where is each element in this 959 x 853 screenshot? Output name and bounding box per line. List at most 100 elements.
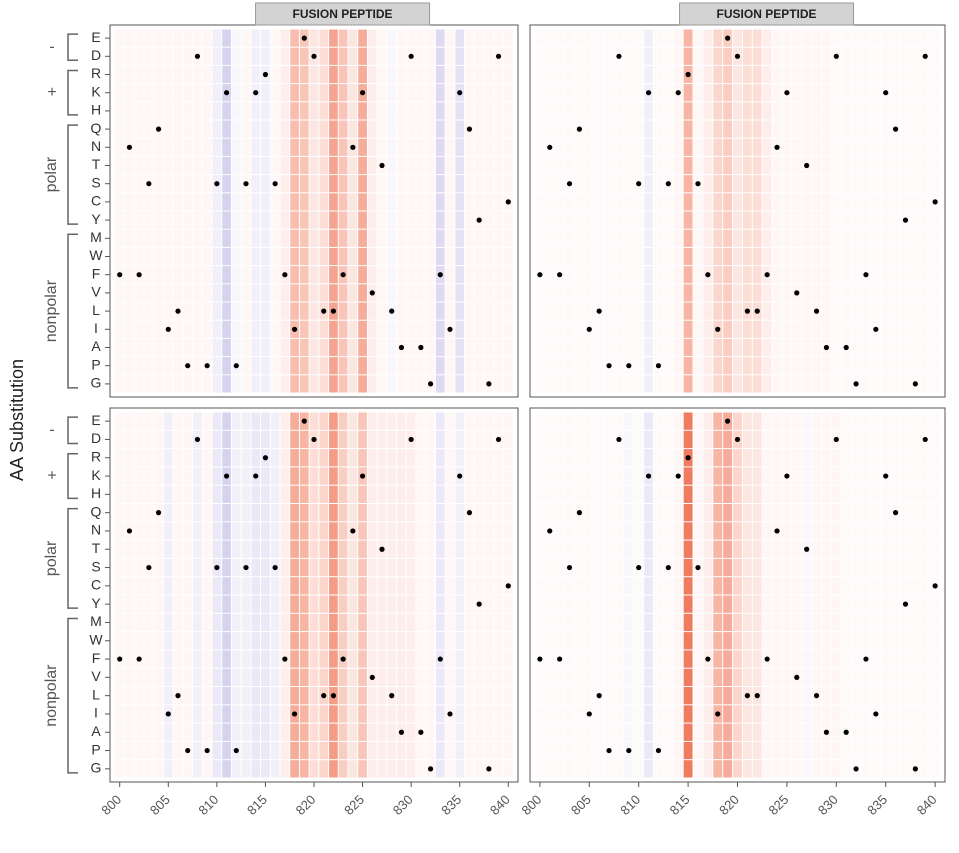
heat-cell <box>673 175 683 193</box>
heat-cell <box>713 449 723 467</box>
heat-cell <box>545 193 554 210</box>
heat-cell <box>832 339 841 356</box>
heat-cell <box>173 485 183 503</box>
heat-cell <box>503 120 513 138</box>
heat-cell <box>348 338 358 357</box>
heat-cell <box>358 632 367 650</box>
heat-cell <box>911 321 920 338</box>
heat-cell <box>891 596 900 613</box>
heat-cell <box>222 211 231 229</box>
heat-cell <box>163 760 173 778</box>
heat-cell <box>193 338 202 357</box>
heat-cell <box>212 741 222 760</box>
heat-cell <box>762 65 772 84</box>
heat-cell <box>183 687 193 705</box>
heat-cell <box>901 248 910 265</box>
heat-cell <box>329 760 338 778</box>
wildtype-dot <box>606 747 612 754</box>
heat-cell <box>183 522 193 540</box>
heat-cell <box>862 742 871 759</box>
heat-cell <box>792 723 802 741</box>
heat-cell <box>319 138 329 156</box>
heat-cell <box>654 724 663 741</box>
heat-cell <box>762 29 772 47</box>
heat-cell <box>624 230 633 247</box>
heat-cell <box>503 595 513 613</box>
heat-cell <box>270 29 280 47</box>
heat-cell <box>290 338 299 357</box>
heat-cell <box>367 84 377 102</box>
heat-cell <box>358 120 367 138</box>
heat-cell <box>565 650 574 667</box>
heat-cell <box>445 175 455 193</box>
heat-cell <box>241 247 251 266</box>
wildtype-dot <box>695 181 701 187</box>
heat-cell <box>871 687 880 704</box>
heat-cell <box>871 212 880 229</box>
heat-cell <box>222 120 231 138</box>
heat-cell <box>881 102 890 119</box>
heat-cell <box>309 302 319 320</box>
heat-cell <box>134 705 144 723</box>
heat-cell <box>673 229 683 247</box>
heat-cell <box>831 687 841 705</box>
heat-cell <box>742 284 752 302</box>
heat-cell <box>634 742 643 759</box>
heat-cell <box>290 375 299 393</box>
heat-cell <box>555 486 564 503</box>
heat-cell <box>871 486 880 503</box>
heat-cell <box>280 84 290 102</box>
heat-cell <box>852 84 861 101</box>
heat-cell <box>329 668 338 686</box>
heat-cell <box>222 284 231 302</box>
heat-cell <box>134 65 144 84</box>
heat-cell <box>605 139 614 156</box>
heat-cell <box>654 321 663 338</box>
heat-cell <box>251 120 261 138</box>
heat-cell <box>713 357 723 375</box>
heat-cell <box>406 595 416 613</box>
heat-cell <box>624 595 634 613</box>
heat-cell <box>723 632 733 650</box>
heat-cell <box>792 705 802 723</box>
heat-cell <box>723 687 733 705</box>
heat-cell <box>862 321 871 338</box>
heat-cell <box>624 30 633 47</box>
heat-cell <box>154 102 163 120</box>
heat-cell <box>605 669 614 686</box>
heat-cell <box>812 193 821 211</box>
heat-cell <box>634 650 643 667</box>
heat-cell <box>742 449 752 467</box>
heat-cell <box>163 302 173 320</box>
heat-cell <box>624 668 634 686</box>
heat-cell <box>931 559 940 576</box>
heat-cell <box>426 120 435 138</box>
wildtype-dot <box>537 656 543 662</box>
heat-cell <box>565 357 574 374</box>
heat-cell <box>231 760 241 778</box>
heat-cell <box>115 138 125 156</box>
heat-cell <box>703 357 713 375</box>
heat-cell <box>871 669 880 686</box>
heat-cell <box>733 522 742 540</box>
heat-cell <box>134 504 144 522</box>
heat-cell <box>494 723 503 741</box>
heat-cell <box>723 156 733 175</box>
heat-cell <box>134 540 144 558</box>
heat-cell <box>782 156 792 175</box>
heat-cell <box>358 302 367 320</box>
heat-cell <box>654 559 663 576</box>
heat-cell <box>703 760 713 778</box>
heat-cell <box>377 412 387 430</box>
heat-cell <box>222 47 231 65</box>
heat-cell <box>555 357 564 374</box>
row-label: H <box>91 102 101 118</box>
heat-cell <box>821 102 831 120</box>
heat-cell <box>144 320 154 338</box>
heat-cell <box>624 266 633 283</box>
heat-cell <box>319 595 329 613</box>
wildtype-dot <box>873 326 879 332</box>
heat-cell <box>125 632 134 650</box>
heat-cell <box>212 302 222 320</box>
heat-cell <box>406 338 416 357</box>
